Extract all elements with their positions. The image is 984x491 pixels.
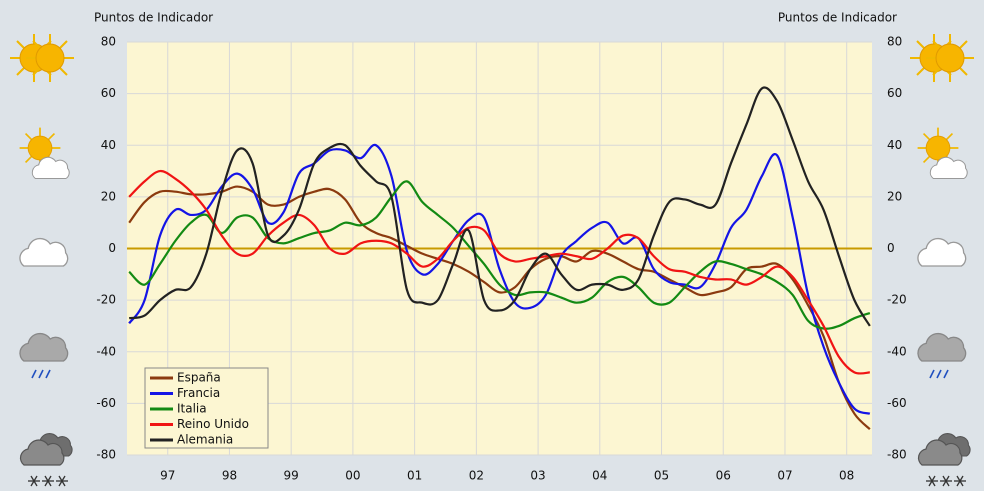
x-tick-label: 07 bbox=[777, 469, 792, 483]
y-tick-label: 60 bbox=[101, 86, 116, 100]
x-tick-label: 97 bbox=[160, 469, 175, 483]
x-tick-label: 99 bbox=[284, 469, 299, 483]
x-tick-label: 06 bbox=[716, 469, 731, 483]
y2-tick-label: -80 bbox=[887, 448, 907, 462]
y-tick-label: 0 bbox=[108, 241, 116, 255]
legend-label: Italia bbox=[177, 402, 207, 416]
series-line bbox=[128, 180, 871, 330]
x-tick-label: 03 bbox=[530, 469, 545, 483]
y2-tick-label: 60 bbox=[887, 86, 902, 100]
y2-tick-label: 80 bbox=[887, 35, 902, 49]
y-tick-label: 80 bbox=[101, 35, 116, 49]
y-tick-label: 20 bbox=[101, 189, 116, 203]
y-tick-label: -60 bbox=[96, 396, 116, 410]
legend-label: Reino Unido bbox=[177, 417, 249, 431]
y2-tick-label: -40 bbox=[887, 344, 907, 358]
x-tick-label: 01 bbox=[407, 469, 422, 483]
series-line bbox=[128, 169, 870, 375]
y-axis-label: Puntos de Indicador bbox=[94, 11, 213, 25]
y-tick-label: 40 bbox=[101, 138, 116, 152]
y2-tick-label: -20 bbox=[887, 293, 907, 307]
x-tick-label: 04 bbox=[592, 469, 607, 483]
y-tick-label: -80 bbox=[96, 448, 116, 462]
y2-tick-label: -60 bbox=[887, 396, 907, 410]
y-tick-label: -20 bbox=[96, 293, 116, 307]
x-tick-label: 02 bbox=[469, 469, 484, 483]
x-tick-label: 00 bbox=[345, 469, 360, 483]
legend-label: España bbox=[177, 371, 221, 385]
x-tick-label: 98 bbox=[222, 469, 237, 483]
y2-axis-label: Puntos de Indicador bbox=[778, 11, 897, 25]
y2-tick-label: 40 bbox=[887, 138, 902, 152]
series-line bbox=[128, 143, 871, 415]
legend-label: Francia bbox=[177, 386, 220, 400]
series-line bbox=[128, 86, 871, 327]
y2-tick-label: 20 bbox=[887, 189, 902, 203]
x-tick-label: 05 bbox=[654, 469, 669, 483]
y-tick-label: -40 bbox=[96, 344, 116, 358]
x-tick-label: 08 bbox=[839, 469, 854, 483]
legend-label: Alemania bbox=[177, 433, 233, 447]
y2-tick-label: 0 bbox=[887, 241, 895, 255]
